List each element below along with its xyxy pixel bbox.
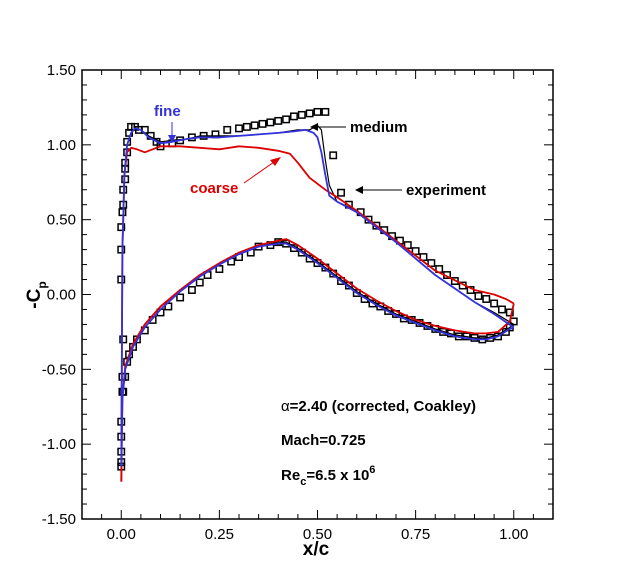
coarse-label: coarse	[190, 180, 238, 197]
re-sup: 6	[369, 464, 375, 476]
experiment-point	[242, 122, 251, 131]
y-tick-label: 1.00	[47, 137, 76, 154]
re-value: =6.5 x 10	[306, 467, 369, 484]
mach-info: Mach=0.725	[281, 432, 366, 449]
experiment-point	[297, 110, 306, 119]
x-axis-title: x/c	[303, 539, 330, 560]
experiment-point	[490, 299, 499, 308]
x-tick-label: 0.75	[401, 526, 430, 543]
re-sub: c	[300, 476, 306, 488]
experiment-point	[403, 241, 412, 250]
medium-lower-curve	[120, 241, 515, 452]
experiment-point	[337, 277, 346, 285]
coarse-arrow-head	[270, 157, 281, 166]
experiment-point	[266, 118, 275, 127]
fine-upper-curve	[120, 127, 515, 467]
y-tick-label: 0.00	[47, 287, 76, 304]
alpha-symbol: α	[281, 398, 290, 415]
svg-text:-Cp: -Cp	[24, 281, 49, 308]
experiment-point	[321, 107, 330, 116]
experiment-point	[117, 275, 126, 284]
coarse-upper-curve	[120, 145, 515, 482]
re-info: Rec=6.5 x 106	[281, 464, 375, 488]
y-tick-label: -1.50	[42, 511, 76, 528]
medium-label: medium	[350, 119, 408, 136]
experiment-point	[187, 286, 196, 294]
y-tick-label: 1.50	[47, 62, 76, 79]
y-axis-title: -Cp	[24, 281, 49, 308]
experiment-point	[235, 124, 243, 133]
experiment-point	[118, 208, 127, 217]
fine-lower-curve	[120, 242, 515, 467]
annotation-arrows	[168, 122, 402, 194]
axis-tick-labels: 0.00 0.25 0.50 0.75 1.00 1.50 1.00 0.50 0.00 -0.5…	[42, 62, 529, 543]
axis-ticks	[81, 69, 554, 520]
experiment-point	[117, 245, 126, 254]
experiment-point	[282, 115, 291, 124]
experiment-point	[337, 188, 346, 197]
coarse-arrow	[243, 161, 275, 184]
experiment-point	[329, 151, 338, 160]
experiment-point	[215, 265, 224, 274]
experiment-point	[290, 112, 298, 121]
x-tick-label: 0.50	[303, 526, 332, 543]
x-tick-label: 0.25	[205, 526, 234, 543]
y-tick-label: -0.50	[42, 361, 76, 378]
alpha-info: α=2.40 (corrected, Coakley)	[281, 398, 476, 415]
experiment-point	[195, 278, 204, 287]
experiment-point	[313, 107, 322, 116]
experiment-point	[176, 293, 185, 302]
experiment-point	[250, 121, 259, 130]
experiment-point	[411, 247, 420, 256]
fine-label: fine	[154, 103, 181, 120]
y-tick-label: -1.00	[42, 436, 76, 453]
experiment-point	[427, 259, 436, 268]
experiment-point	[305, 109, 314, 118]
x-tick-label: 0.00	[107, 526, 136, 543]
experiment-point	[498, 305, 506, 314]
y-axis-title-sub: p	[35, 281, 49, 288]
experiment-point	[474, 292, 483, 300]
coarse-lower-curve	[120, 238, 515, 482]
experiment-point	[505, 308, 514, 317]
re-main: Re	[281, 467, 300, 484]
experiment-point	[313, 259, 322, 268]
series-lines	[120, 124, 515, 482]
experiment-point	[119, 335, 128, 344]
medium-arrow-head	[310, 123, 318, 131]
experiment-point	[482, 295, 491, 303]
experiment-arrow-head	[355, 186, 363, 194]
experiment-point	[274, 116, 283, 125]
alpha-text: =2.40 (corrected, Coakley)	[290, 398, 476, 415]
experiment-point	[419, 253, 428, 262]
experiment-point	[258, 119, 267, 128]
fine-arrow-head	[168, 135, 176, 143]
experiment-label: experiment	[406, 182, 486, 199]
experiment-point	[223, 125, 232, 134]
x-tick-label: 1.00	[499, 526, 528, 543]
experiment-point	[117, 223, 126, 232]
y-axis-title-main: -C	[24, 288, 45, 308]
y-tick-label: 0.50	[47, 212, 76, 229]
